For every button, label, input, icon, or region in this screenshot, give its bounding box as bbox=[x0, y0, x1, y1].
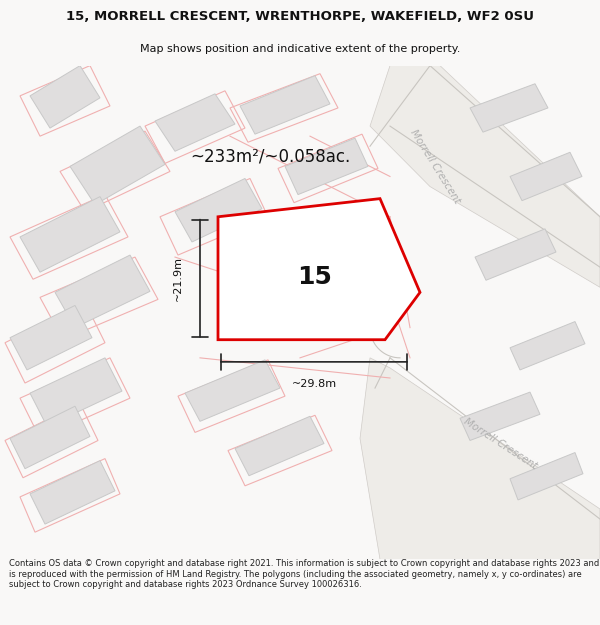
Polygon shape bbox=[510, 322, 585, 370]
Text: 15, MORRELL CRESCENT, WRENTHORPE, WAKEFIELD, WF2 0SU: 15, MORRELL CRESCENT, WRENTHORPE, WAKEFI… bbox=[66, 10, 534, 23]
Polygon shape bbox=[360, 358, 600, 559]
Polygon shape bbox=[475, 229, 556, 280]
Text: ~29.8m: ~29.8m bbox=[292, 379, 337, 389]
Polygon shape bbox=[370, 66, 600, 288]
Polygon shape bbox=[175, 179, 262, 242]
Polygon shape bbox=[240, 76, 330, 134]
Text: 15: 15 bbox=[297, 266, 332, 289]
Polygon shape bbox=[70, 126, 165, 204]
Polygon shape bbox=[155, 94, 235, 151]
Polygon shape bbox=[218, 199, 420, 340]
Polygon shape bbox=[510, 452, 583, 500]
Text: Morrell Crescent: Morrell Crescent bbox=[408, 127, 462, 205]
Text: Map shows position and indicative extent of the property.: Map shows position and indicative extent… bbox=[140, 44, 460, 54]
Polygon shape bbox=[30, 66, 100, 128]
Text: ~233m²/~0.058ac.: ~233m²/~0.058ac. bbox=[190, 148, 350, 166]
Polygon shape bbox=[185, 360, 280, 421]
Polygon shape bbox=[10, 306, 92, 370]
Polygon shape bbox=[460, 392, 540, 441]
Polygon shape bbox=[510, 152, 582, 201]
Polygon shape bbox=[30, 358, 122, 426]
Text: ~21.9m: ~21.9m bbox=[173, 256, 183, 301]
Text: Morrell Crescent: Morrell Crescent bbox=[461, 416, 539, 471]
Polygon shape bbox=[285, 138, 368, 194]
Polygon shape bbox=[20, 197, 120, 272]
Text: Contains OS data © Crown copyright and database right 2021. This information is : Contains OS data © Crown copyright and d… bbox=[9, 559, 599, 589]
Polygon shape bbox=[55, 255, 150, 328]
Polygon shape bbox=[10, 406, 90, 469]
Polygon shape bbox=[30, 461, 115, 524]
Polygon shape bbox=[470, 84, 548, 132]
Polygon shape bbox=[235, 416, 324, 476]
